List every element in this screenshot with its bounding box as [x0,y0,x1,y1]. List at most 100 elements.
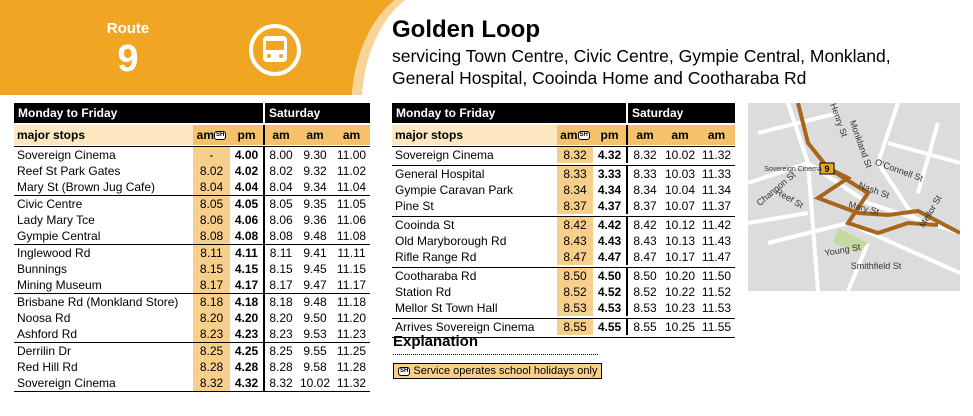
column-label: am [671,128,689,142]
column-header: pm [230,125,263,145]
time-cell: 8.55 [557,319,593,335]
explanation-item: SH Service operates school holidays only [393,363,603,379]
time-cell: 8.00 [263,147,297,163]
time-cell: 8.18 [263,294,297,310]
column-header: am [297,125,333,145]
stop-name: Bunnings [17,262,68,276]
column-label: am [560,128,578,142]
time-cell: 9.53 [303,327,327,341]
time-cell: 9.36 [303,213,327,227]
time-cell: 8.50 [557,268,593,284]
stop-name: Cooinda St [395,218,455,232]
group-header: Saturday [626,103,735,123]
time-cell: 8.23 [193,326,230,342]
time-cell: 11.50 [701,269,732,283]
time-cell: 8.53 [626,300,662,316]
time-cell: 4.28 [234,360,259,374]
time-cell: 8.47 [626,249,662,265]
stop-name: Old Maryborough Rd [395,234,507,248]
time-cell: 4.53 [597,301,622,315]
column-header: am [698,125,735,145]
time-cell: 8.02 [263,163,297,179]
time-cell: 8.53 [557,300,593,316]
time-cell: 4.15 [234,262,259,276]
time-cell: 8.34 [626,182,662,198]
time-cell: 4.42 [597,218,622,232]
time-cell: 8.32 [263,375,297,391]
time-cell: 8.34 [557,182,593,198]
time-cell: 3.33 [597,167,622,181]
group-header: Monday to Friday [392,103,626,123]
time-cell: 8.06 [193,212,230,228]
column-label: major stops [17,128,86,142]
time-cell: 8.32 [193,375,230,391]
time-cell: 8.02 [193,163,230,179]
stop-name: Gympie Caravan Park [395,183,514,197]
stop-name: Red Hill Rd [17,360,78,374]
time-cell: 4.04 [234,180,259,194]
bus-icon-light [279,54,283,58]
time-cell: 10.22 [665,285,696,299]
stop-name: Civic Centre [17,197,83,211]
time-cell: 8.17 [263,277,297,293]
time-cell: 8.32 [557,147,593,163]
column-label: am [306,128,324,142]
column-header: major stops [392,125,557,145]
stop-name: Brisbane Rd (Monkland Store) [17,295,179,309]
time-cell: 8.17 [193,277,230,293]
time-cell: 8.33 [626,166,662,182]
time-cell: 8.20 [263,310,297,326]
route-line [796,103,960,236]
block-rule [392,318,735,319]
time-cell: 8.05 [193,196,230,212]
time-cell: 11.20 [336,311,367,325]
time-cell: 11.34 [701,183,732,197]
time-cell: 4.47 [597,250,622,264]
column-header: major stops [14,125,193,145]
time-cell: 8.28 [193,359,230,375]
column-header: am [662,125,698,145]
column-label: am [342,128,361,142]
table-rule [392,337,735,338]
time-cell: 9.48 [303,295,327,309]
time-cell: 4.05 [234,197,259,211]
column-label: pm [237,128,256,142]
time-cell: 8.04 [263,179,297,195]
time-cell: 8.25 [193,343,230,359]
time-cell: 10.17 [665,250,696,264]
time-cell: 8.15 [263,261,297,277]
column-header: pm [593,125,626,145]
time-cell: 8.08 [263,228,297,244]
block-rule [392,267,735,268]
time-cell: 10.20 [665,269,696,283]
stop-name: Ashford Rd [17,327,78,341]
time-cell: 11.53 [701,301,732,315]
column-label: major stops [395,128,464,142]
column-label: am [196,128,214,142]
time-cell: 8.47 [557,249,593,265]
time-cell: 11.15 [336,262,367,276]
time-cell: 4.06 [234,213,259,227]
sh-icon: SH [577,131,590,141]
group-header: Saturday [263,103,370,123]
time-cell: 8.25 [263,343,297,359]
time-cell: 10.03 [665,167,696,181]
time-cell: 8.32 [626,147,662,163]
map-label: Sovereign Cinema [764,166,822,173]
time-cell: 9.55 [303,344,327,358]
time-cell: 11.04 [336,180,367,194]
route-label: Route [106,20,150,37]
time-cell: 8.50 [626,268,662,284]
time-cell: 4.34 [597,183,622,197]
time-cell: 9.45 [303,262,327,276]
column-header: am SH [193,125,230,145]
stop-name: Sovereign Cinema [17,148,116,162]
time-cell: 9.48 [303,229,327,243]
time-cell: 4.08 [234,229,259,243]
time-cell: 8.06 [263,212,297,228]
time-cell: 4.17 [234,278,259,292]
time-cell: 11.33 [701,167,732,181]
time-cell: 8.42 [557,217,593,233]
time-cell: - [193,147,230,163]
